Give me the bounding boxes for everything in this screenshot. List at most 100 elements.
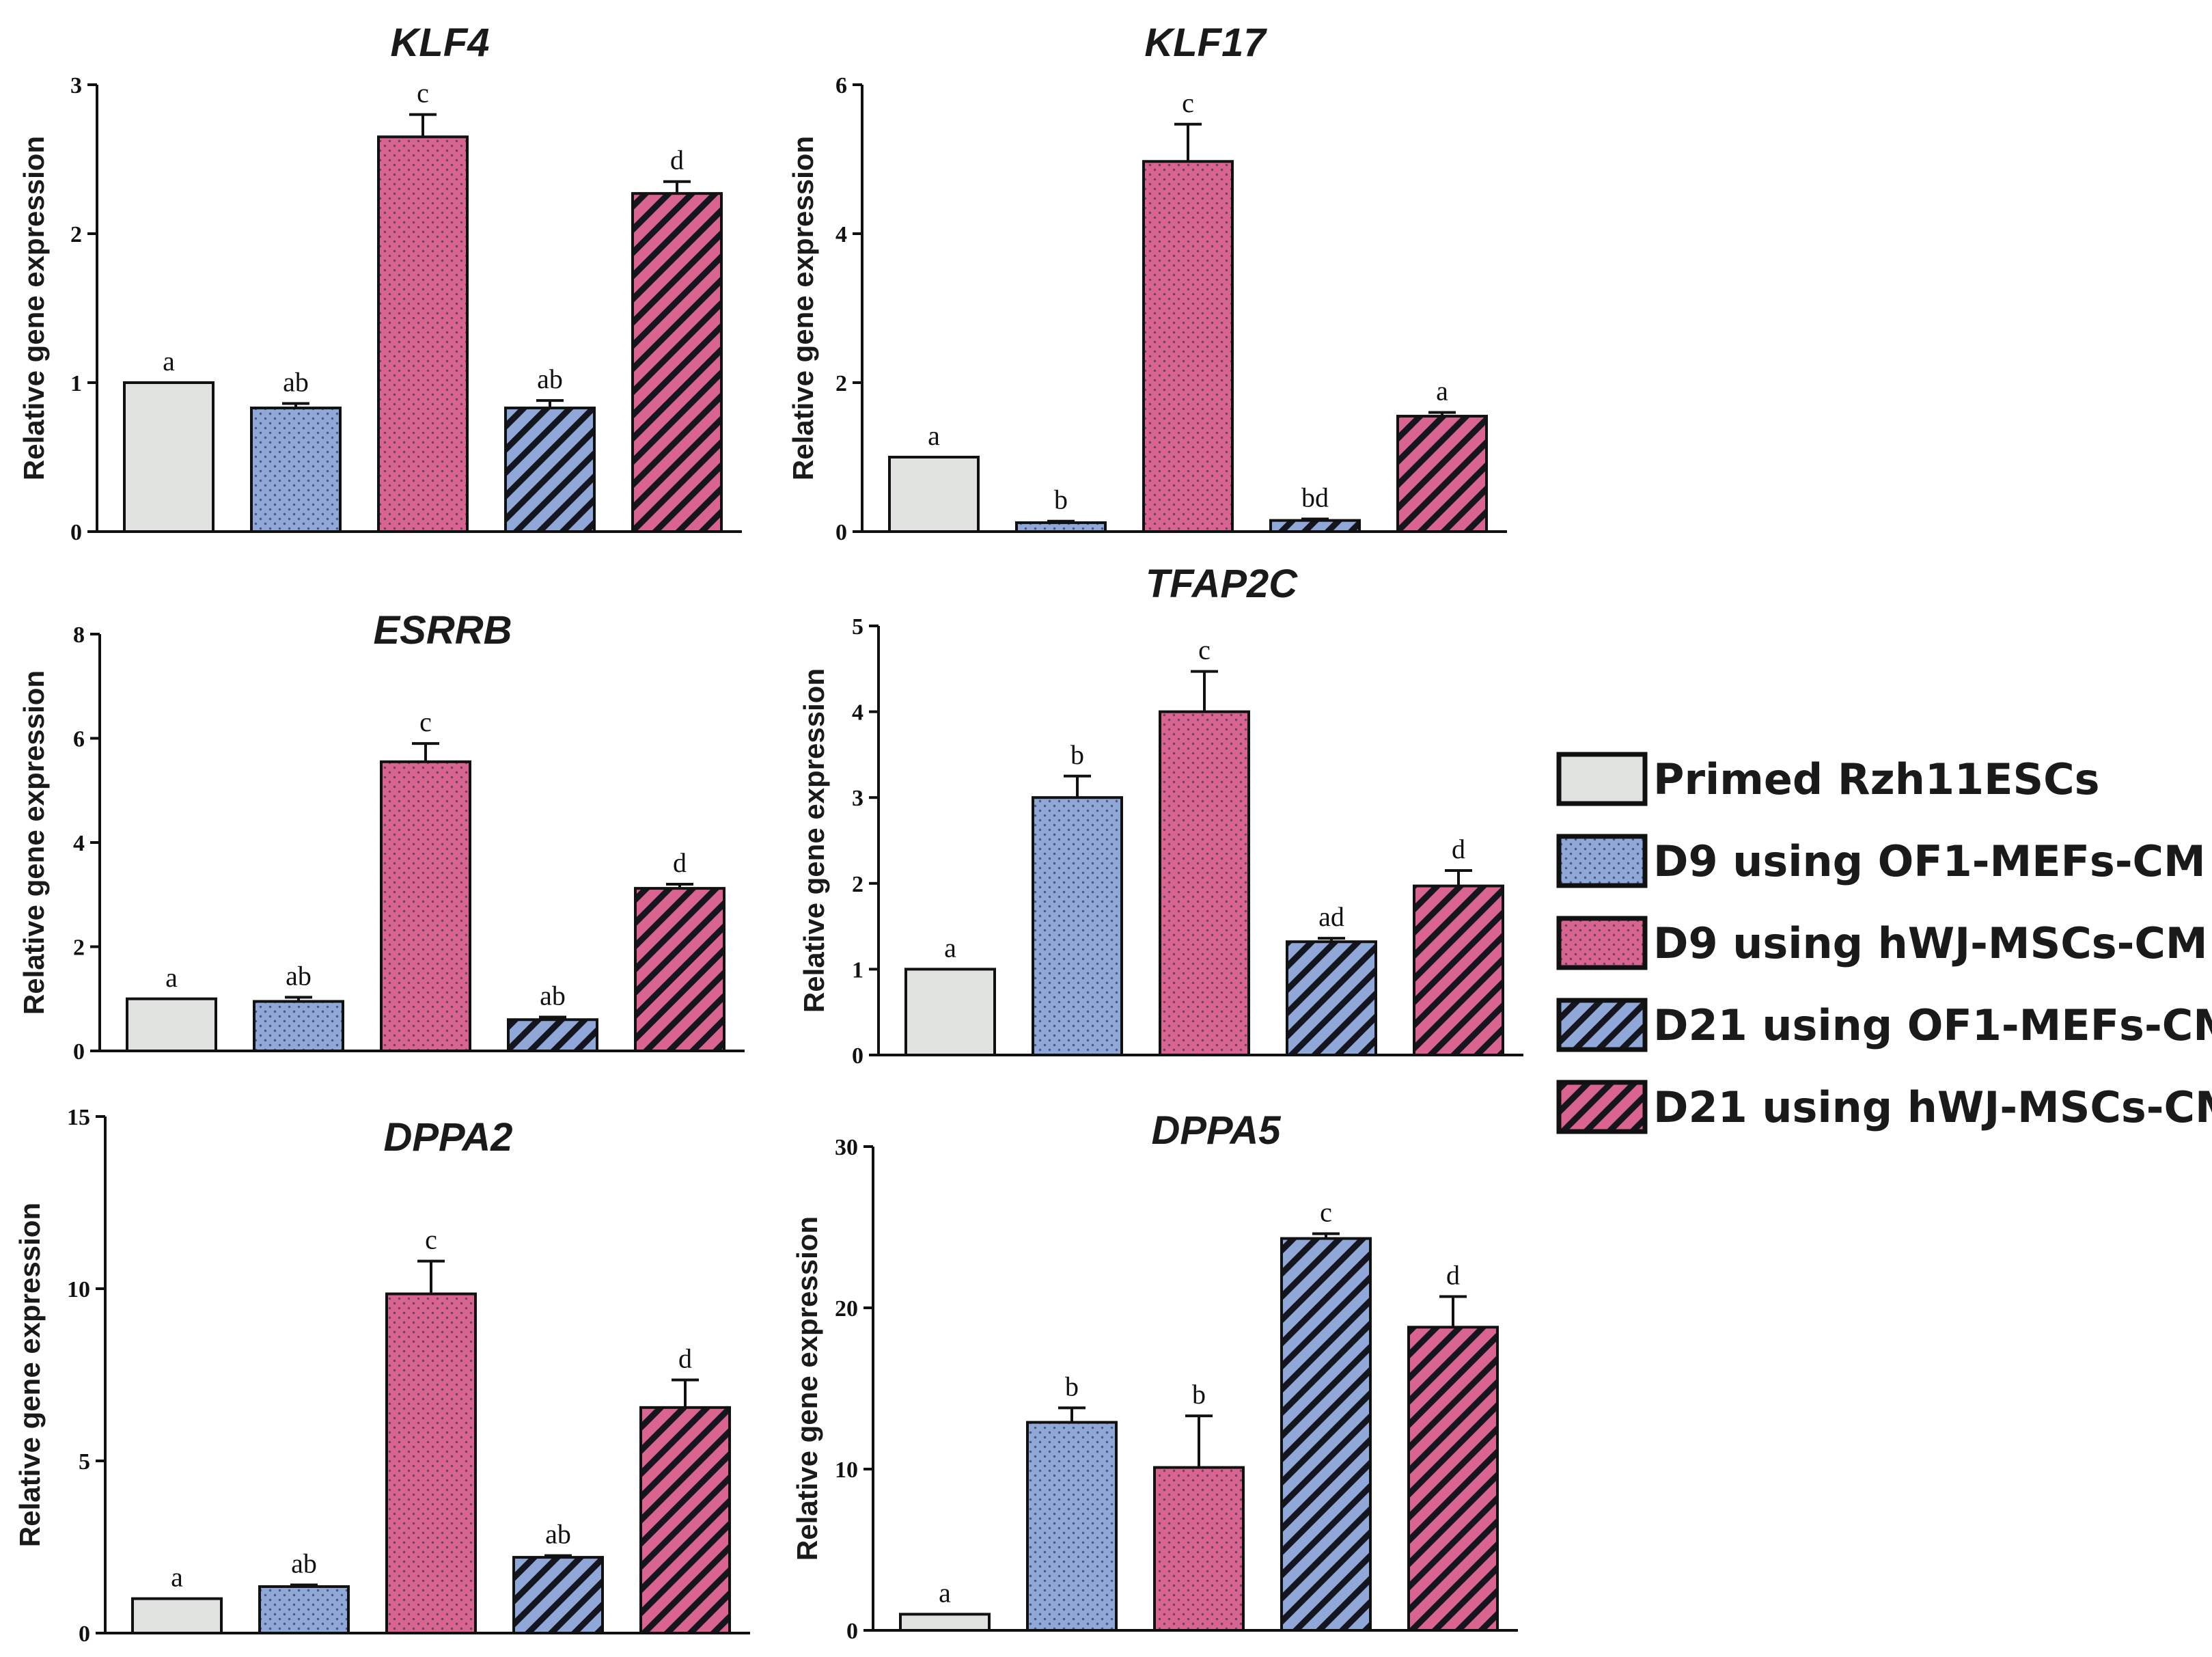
y-axis-label: Relative gene expression (787, 136, 819, 480)
chart-title: DPPA2 (383, 1115, 512, 1160)
bar-primed-rzh11escs (131, 1597, 223, 1635)
chart-title: KLF17 (1144, 20, 1267, 65)
y-axis-label: Relative gene expression (791, 1216, 823, 1561)
significance-label: d (673, 847, 687, 878)
y-tick-label: 15 (67, 1105, 90, 1130)
y-tick-label: 30 (835, 1135, 858, 1160)
y-tick-label: 0 (70, 520, 82, 545)
y-tick-label: 2 (73, 935, 85, 961)
y-tick-label: 10 (67, 1277, 90, 1302)
chart-esrrb: ESRRB Relative gene expression 0 2 4 6 8 a ab c ab… (18, 608, 745, 1065)
legend-swatch (1556, 752, 1648, 806)
significance-label: a (1436, 376, 1448, 407)
bar-d21-using-hwj-mscs-cm (1396, 415, 1488, 533)
significance-label: c (1182, 87, 1194, 118)
y-tick-label: 10 (835, 1457, 858, 1483)
significance-label: ab (283, 367, 309, 398)
bar-d9-using-of1-mefs-cm (258, 1585, 350, 1634)
bar-primed-rzh11escs (126, 997, 217, 1052)
significance-label: d (670, 145, 684, 176)
significance-label: b (1054, 484, 1068, 515)
y-tick-label: 1 (70, 371, 82, 396)
chart-klf4: KLF4 Relative gene expression 0 1 2 3 a ab c ab d (18, 20, 742, 545)
bar-d9-using-hwj-mscs-cm (1153, 1466, 1245, 1632)
bar-d21-using-of1-mefs-cm (507, 1018, 598, 1052)
bar-primed-rzh11escs (904, 968, 996, 1057)
bar-primed-rzh11escs (888, 456, 980, 533)
y-tick-label: 0 (73, 1039, 85, 1065)
significance-label: b (1065, 1371, 1079, 1401)
significance-label: d (678, 1343, 692, 1374)
y-tick-label: 0 (835, 520, 847, 545)
bar-d9-using-hwj-mscs-cm (1142, 160, 1234, 533)
chart-tfap2c: TFAP2C Relative gene expression 0 1 2 3 4 5 a b c a… (798, 562, 1523, 1069)
legend-label: Primed Rzh11ESCs (1653, 754, 2100, 804)
significance-label: ab (545, 1519, 571, 1550)
bar-d21-using-hwj-mscs-cm (631, 192, 723, 533)
chart-dppa5: DPPA5 Relative gene expression 0 10 20 30 a b b c… (791, 1108, 1518, 1644)
bar-d9-using-of1-mefs-cm (1032, 796, 1123, 1056)
bar-d21-using-of1-mefs-cm (1269, 519, 1361, 534)
chart-title: ESRRB (373, 608, 512, 653)
significance-label: a (171, 1562, 183, 1593)
bar-primed-rzh11escs (899, 1613, 991, 1632)
bar-d9-using-hwj-mscs-cm (1159, 710, 1250, 1056)
chart-title: DPPA5 (1151, 1108, 1281, 1153)
legend-label: D9 using OF1-MEFs-CM (1653, 836, 2206, 886)
y-tick-label: 8 (73, 622, 85, 648)
significance-label: c (425, 1224, 437, 1255)
significance-label: ab (540, 980, 566, 1011)
legend-item-d9-using-of1-mefs-cm: D9 using OF1-MEFs-CM (1556, 834, 2206, 888)
significance-label: ad (1318, 901, 1344, 932)
legend-swatch (1556, 1080, 1648, 1134)
y-tick-label: 0 (852, 1043, 863, 1069)
bar-d9-using-hwj-mscs-cm (380, 760, 471, 1052)
significance-label: d (1446, 1259, 1460, 1290)
chart-dppa2: DPPA2 Relative gene expression 0 5 10 15 a ab c a… (14, 1105, 750, 1647)
bar-d21-using-of1-mefs-cm (512, 1556, 604, 1635)
bar-d21-using-of1-mefs-cm (504, 407, 596, 533)
y-tick-label: 3 (852, 786, 863, 811)
y-tick-label: 4 (835, 222, 847, 247)
significance-label: c (1198, 635, 1211, 666)
bar-d21-using-hwj-mscs-cm (634, 887, 725, 1052)
legend-item-d21-using-of1-mefs-cm: D21 using OF1-MEFs-CM (1556, 998, 2212, 1052)
y-axis-label: Relative gene expression (14, 1203, 46, 1547)
chart-title: TFAP2C (1146, 562, 1298, 606)
y-tick-label: 3 (70, 73, 82, 98)
significance-label: a (165, 962, 178, 993)
bar-d9-using-hwj-mscs-cm (385, 1292, 477, 1635)
significance-label: a (163, 346, 175, 376)
significance-label: ab (291, 1548, 317, 1578)
chart-klf17: KLF17 Relative gene expression 0 2 4 6 a b c bd a (787, 20, 1507, 545)
y-axis-label: Relative gene expression (18, 670, 50, 1015)
bar-d9-using-of1-mefs-cm (253, 1000, 344, 1052)
significance-label: ab (286, 960, 312, 991)
legend-swatch (1556, 916, 1648, 970)
legend: Primed Rzh11ESCs D9 using OF1-MEFs-CM D9 u… (1556, 752, 2212, 1134)
significance-label: c (419, 707, 432, 737)
significance-label: d (1452, 834, 1465, 864)
bar-d9-using-hwj-mscs-cm (377, 135, 469, 534)
significance-label: b (1070, 739, 1084, 770)
y-tick-label: 1 (852, 957, 863, 983)
y-tick-label: 2 (835, 371, 847, 396)
bar-d21-using-hwj-mscs-cm (1407, 1326, 1499, 1632)
significance-label: bd (1301, 482, 1329, 512)
y-axis-label: Relative gene expression (798, 668, 830, 1013)
significance-label: a (944, 932, 956, 963)
bar-d9-using-of1-mefs-cm (1015, 521, 1107, 533)
y-tick-label: 0 (846, 1619, 858, 1644)
legend-label: D21 using OF1-MEFs-CM (1653, 1000, 2212, 1050)
y-tick-label: 6 (73, 727, 85, 752)
significance-label: c (1320, 1196, 1332, 1227)
bar-d21-using-of1-mefs-cm (1286, 940, 1377, 1057)
y-tick-label: 20 (835, 1296, 858, 1322)
legend-swatch (1556, 834, 1648, 888)
legend-item-primed-rzh11escs: Primed Rzh11ESCs (1556, 752, 2100, 806)
bar-d21-using-hwj-mscs-cm (1413, 884, 1504, 1056)
y-tick-label: 0 (79, 1621, 90, 1647)
y-tick-label: 4 (852, 700, 863, 726)
